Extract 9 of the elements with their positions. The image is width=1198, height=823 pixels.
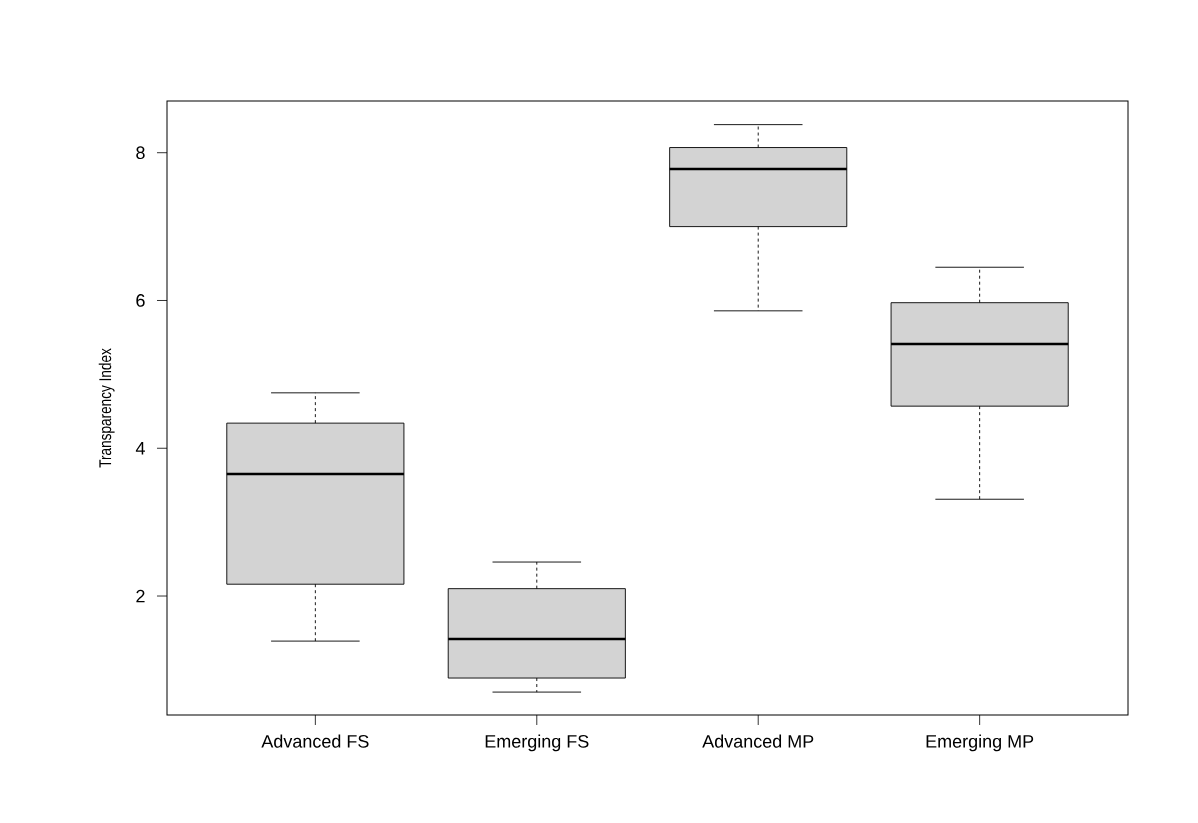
y-tick-label: 6 bbox=[136, 294, 145, 307]
x-tick-label: Advanced MP bbox=[702, 734, 814, 748]
y-tick-label: 4 bbox=[135, 442, 145, 455]
y-axis-title: Transparency Index bbox=[98, 348, 115, 468]
x-tick-label: Emerging FS bbox=[485, 734, 589, 752]
y-tick-label: 8 bbox=[136, 146, 145, 160]
y-tick-label: 2 bbox=[136, 589, 145, 603]
x-tick-label: Emerging MP bbox=[926, 734, 1034, 752]
x-tick-label: Advanced FS bbox=[261, 734, 369, 748]
